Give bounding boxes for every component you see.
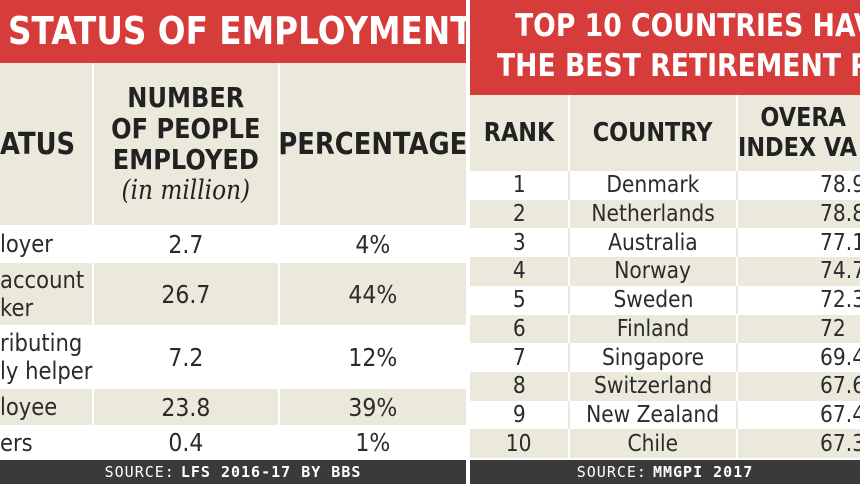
table-row: 5 Sweden 72.3 [470,285,860,315]
header-number-employed: NUMBER OF PEOPLE EMPLOYED (in million) [111,81,261,206]
rank-cell: 9 [512,401,526,428]
index-cell: 77.1 [820,229,860,256]
employment-table-title-bar: STATUS OF EMPLOYMENT [0,0,466,63]
table-row: 6 Finland 72 [470,314,860,344]
header-country: COUNTRY [593,118,713,148]
table-row: ers 0.4 1% [0,425,466,460]
rank-cell: 2 [512,201,526,228]
country-cell: Australia [608,229,698,256]
country-cell: Switzerland [593,373,713,400]
table-row: 2 Netherlands 78.8 [470,199,860,229]
table-row: 3 Australia 77.1 [470,228,860,258]
retirement-table-title-line2: THE BEST RETIREMENT PLA [497,48,860,84]
country-cell: Chile [627,430,679,457]
table-row: 8 Switzerland 67.6 [470,371,860,401]
index-cell: 67.4 [820,401,860,428]
table-row: 9 New Zealand 67.4 [470,400,860,430]
table-row: ributing ly helper 7.2 12% [0,325,466,389]
rank-cell: 1 [512,172,526,199]
rank-cell: 7 [512,344,526,371]
table-row: account ker 26.7 44% [0,263,466,325]
table-row: 1 Denmark 78.9 [470,171,860,200]
table-row: loyer 2.7 4% [0,225,466,263]
source-value: MMGPI 2017 [652,463,754,481]
source-value: LFS 2016-17 BY BBS [180,463,362,481]
index-cell: 67.3 [820,430,860,457]
rank-cell: 6 [512,315,526,342]
rank-cell: 10 [506,430,532,457]
header-rank: RANK [483,118,555,148]
country-cell: New Zealand [586,401,720,428]
employment-status-table: STATUS OF EMPLOYMENT ATUS NUMBER OF PEOP… [0,0,466,484]
table-row: 10 Chile 67.3 [470,429,860,458]
index-cell: 74.7 [820,258,860,285]
header-overall-index: OVERA INDEX VA [738,103,857,163]
rank-cell: 8 [512,373,526,400]
rank-cell: 3 [512,229,526,256]
table-row: loyee 23.8 39% [0,389,466,425]
table-row: 4 Norway 74.7 [470,257,860,286]
source-label: SOURCE: [576,463,647,481]
country-cell: Singapore [601,344,705,371]
country-cell: Sweden [613,287,693,314]
employment-source-bar: SOURCE: LFS 2016-17 BY BBS [0,460,466,484]
rank-cell: 4 [512,258,526,285]
index-cell: 78.9 [820,172,860,199]
table-row: 7 Singapore 69.4 [470,343,860,372]
employment-table-header: ATUS NUMBER OF PEOPLE EMPLOYED (in milli… [0,63,466,225]
index-cell: 72.3 [820,287,860,314]
header-status: ATUS [0,126,76,162]
employment-table-title: STATUS OF EMPLOYMENT [8,9,466,53]
retirement-ranking-table: TOP 10 COUNTRIES HAVING THE BEST RETIREM… [470,0,860,484]
rank-cell: 5 [512,287,526,314]
country-cell: Norway [614,258,692,285]
index-cell: 69.4 [820,344,860,371]
retirement-table-header: RANK COUNTRY OVERA INDEX VA [470,95,860,171]
country-cell: Finland [616,315,690,342]
retirement-source-bar: SOURCE: MMGPI 2017 [470,460,860,484]
source-label: SOURCE: [104,463,175,481]
header-percentage: PERCENTAGE [278,126,466,162]
retirement-table-title-bar: TOP 10 COUNTRIES HAVING THE BEST RETIREM… [470,0,860,95]
retirement-table-title-line1: TOP 10 COUNTRIES HAVING [515,8,860,44]
index-cell: 78.8 [820,201,860,228]
index-cell: 67.6 [820,373,860,400]
index-cell: 72 [820,315,846,342]
country-cell: Denmark [606,172,700,199]
country-cell: Netherlands [591,201,715,228]
